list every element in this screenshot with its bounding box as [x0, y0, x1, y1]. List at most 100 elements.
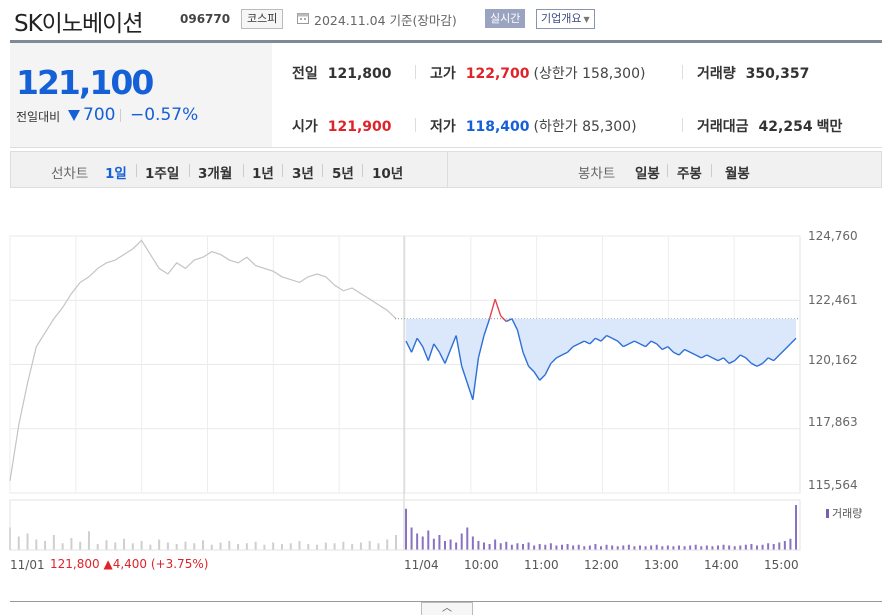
- bottom-divider: [10, 601, 882, 602]
- divider: [120, 109, 121, 122]
- low-value: 118,400: [465, 119, 530, 135]
- realtime-button[interactable]: 실시간: [485, 9, 526, 28]
- divider: [322, 164, 323, 177]
- series-today-segment: [667, 346, 674, 353]
- series-today-segment: [511, 318, 519, 331]
- series-today-segment: [773, 354, 780, 362]
- dropdown-arrow-icon: ▼: [583, 15, 590, 24]
- series-today-segment: [723, 357, 730, 364]
- company-overview-button[interactable]: 기업개요 ▼: [536, 9, 595, 29]
- tab-1day[interactable]: 1일: [105, 166, 127, 182]
- volume-legend-label: 거래량: [832, 507, 863, 520]
- series-today-segment: [778, 348, 786, 356]
- open-row: 시가 121,900: [292, 116, 392, 136]
- series-today-segment: [700, 354, 708, 359]
- series-today-segment: [438, 351, 446, 364]
- series-today-segment: [556, 354, 563, 359]
- tab-daily-candle[interactable]: 일봉: [635, 166, 660, 182]
- series-today-segment: [477, 335, 485, 359]
- series-today-segment: [533, 371, 541, 381]
- stock-code: 096770: [180, 12, 231, 26]
- trade-value-row: 거래대금 42,254 백만: [697, 116, 842, 136]
- series-today-segment: [405, 340, 413, 353]
- volume-row: 거래량 350,357: [697, 63, 809, 83]
- series-today-segment: [539, 374, 546, 381]
- divider: [447, 152, 448, 187]
- tab-1week[interactable]: 1주일: [145, 166, 180, 182]
- series-today-segment: [578, 340, 585, 345]
- tab-5years[interactable]: 5년: [332, 166, 354, 182]
- series-today-segment: [673, 351, 680, 356]
- x-tick-label: 12:00: [584, 558, 619, 572]
- low-label: 저가: [430, 119, 456, 135]
- trade-value: 42,254: [758, 119, 813, 135]
- series-today-segment: [728, 360, 736, 365]
- company-overview-label: 기업개요: [541, 12, 582, 25]
- series-today-segment: [427, 343, 435, 361]
- series-today-segment: [567, 346, 574, 353]
- prev-day-pct: (+3.75%): [150, 557, 209, 571]
- series-today-segment: [516, 329, 524, 353]
- series-today-segment: [784, 343, 791, 350]
- header-divider: [10, 40, 882, 43]
- series-today-segment: [678, 348, 686, 356]
- price-box: 121,100 전일대비 700 −0.57%: [10, 43, 272, 148]
- tab-monthly-candle[interactable]: 월봉: [725, 166, 750, 182]
- low-row: 저가 118,400 (하한가 85,300): [430, 116, 637, 136]
- tab-3years[interactable]: 3년: [292, 166, 314, 182]
- series-today-segment: [695, 354, 702, 359]
- series-today-segment: [706, 354, 713, 359]
- high-value: 122,700: [465, 66, 530, 82]
- collapse-toggle-button[interactable]: ︿: [421, 602, 473, 615]
- series-today-segment: [561, 351, 568, 356]
- volume-legend-swatch: [826, 509, 829, 518]
- series-today-segment: [410, 338, 418, 353]
- volume-label: 거래량: [697, 66, 736, 82]
- series-today-segment: [472, 357, 480, 400]
- series-today-segment: [628, 340, 635, 345]
- up-triangle-icon: ▲: [103, 557, 113, 571]
- x-tick-label: 10:00: [464, 558, 499, 572]
- series-today-segment: [522, 351, 530, 367]
- lower-limit: (하한가 85,300): [533, 119, 637, 135]
- divider: [682, 118, 683, 132]
- x-tick-label: 15:00: [764, 558, 799, 572]
- current-price: 121,100: [16, 63, 154, 102]
- series-today-segment: [606, 334, 613, 339]
- x-tick-label: 11/04: [404, 558, 439, 572]
- high-label: 고가: [430, 66, 456, 82]
- stock-header: SK이노베이션 096770 코스피 2024.11.04 기준(장마감) 실시…: [0, 0, 882, 40]
- divider: [415, 118, 416, 132]
- trade-value-label: 거래대금: [697, 119, 749, 135]
- series-today-segment: [494, 298, 502, 317]
- series-today-segment: [600, 334, 608, 342]
- series-today-segment: [488, 298, 496, 319]
- tab-1year[interactable]: 1년: [252, 166, 274, 182]
- tab-10years[interactable]: 10년: [372, 166, 404, 182]
- series-today-segment: [444, 349, 452, 364]
- divider: [415, 65, 416, 79]
- series-today-segment: [500, 315, 507, 323]
- series-today-segment: [449, 335, 457, 350]
- calendar-icon: [297, 13, 309, 24]
- divider: [243, 164, 244, 177]
- tab-3months[interactable]: 3개월: [198, 166, 233, 182]
- series-today-segment: [483, 318, 491, 336]
- volume-legend: 거래량: [826, 505, 862, 521]
- y-tick-label: 115,564: [808, 478, 858, 492]
- series-today-segment: [767, 357, 775, 362]
- series-today-segment: [466, 382, 474, 400]
- prev-close-value: 121,800: [327, 66, 392, 82]
- divider: [136, 164, 137, 177]
- upper-limit: (상한가 158,300): [533, 66, 646, 82]
- divider: [282, 164, 283, 177]
- divider: [682, 65, 683, 79]
- tab-weekly-candle[interactable]: 주봉: [677, 166, 702, 182]
- series-today-segment: [455, 335, 463, 367]
- volume-value: 350,357: [745, 66, 810, 82]
- y-tick-label: 124,760: [808, 229, 858, 243]
- market-badge: 코스피: [241, 9, 284, 29]
- y-tick-label: 122,461: [808, 293, 858, 307]
- series-today-segment: [611, 337, 619, 342]
